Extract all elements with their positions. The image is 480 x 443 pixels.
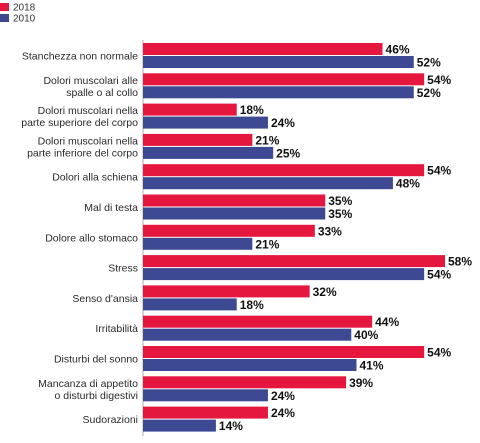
data-label-2010: 54% [427, 268, 451, 282]
bar-2010 [143, 116, 268, 129]
data-label-2018: 54% [427, 73, 451, 87]
data-label-2010: 25% [276, 146, 300, 160]
data-label-2018: 58% [448, 255, 472, 269]
bar-group: 46% 52% Stanchezza non normale [22, 43, 441, 70]
bar-2010 [143, 419, 216, 432]
category-label: Mal di testa [84, 202, 138, 214]
data-label-2018: 54% [427, 346, 451, 360]
bar-2018 [143, 194, 326, 207]
data-label-2018: 33% [318, 224, 342, 238]
category-label-line: parte superiore del corpo [21, 117, 138, 129]
data-label-2018: 21% [255, 133, 279, 147]
bar-groups: 46%52%Stanchezza non normale54%52%Dolori… [21, 43, 472, 434]
bar-2010 [143, 146, 274, 159]
bar-group: 54% 48% Dolori alla schiena [52, 164, 451, 191]
category-label-line: Dolori muscolari nella [38, 105, 139, 117]
bar-2018 [143, 103, 237, 116]
bar-2018 [143, 164, 425, 177]
category-label: Dolore allo stomaco [45, 232, 138, 244]
category-label-line: parte inferiore del corpo [27, 147, 138, 159]
bar-group: 54%52% Dolori muscolari alle spalle o al c… [43, 73, 451, 100]
category-label-line: spalle o al collo [66, 87, 138, 99]
category-label: Senso d'ansia [72, 293, 138, 305]
data-label-2018: 18% [240, 103, 264, 117]
bar-2010 [143, 268, 425, 281]
bar-2018 [143, 133, 253, 146]
data-label-2018: 54% [427, 164, 451, 178]
data-label-2018: 35% [328, 194, 352, 208]
bar-2018 [143, 315, 373, 328]
bar-group: 18% 24% Dolori muscolari nella parte superi… [21, 103, 295, 130]
category-label: Sudorazioni [83, 414, 138, 426]
category-label-line: Dolori muscolari nella [38, 135, 139, 147]
category-label: Dolori muscolari nella parte inferiore de… [27, 135, 138, 159]
category-label-line: o disturbi digestivi [55, 390, 138, 402]
category-label: Dolori muscolari alle spalle o al collo [43, 75, 138, 99]
category-label: Mancanza di appetito o disturbi digestivi [38, 378, 138, 402]
bar-2010 [143, 86, 414, 99]
bar-2018 [143, 406, 268, 419]
bar-group: 44%40% Irritabilità [95, 315, 399, 342]
bar-2018 [143, 346, 425, 358]
bar-2010 [143, 237, 253, 250]
bar-group: 24% 14% Sudorazioni [83, 406, 296, 433]
data-label-2010: 52% [417, 86, 441, 100]
bar-2010 [143, 328, 352, 341]
category-label-line: Dolori muscolari alle [43, 75, 138, 87]
data-label-2010: 24% [271, 389, 295, 403]
data-label-2010: 48% [396, 177, 420, 191]
bar-2010 [143, 207, 326, 220]
data-label-2018: 32% [313, 285, 337, 299]
bar-group: 35%35% Mal di testa [84, 194, 352, 221]
bar-2018 [143, 255, 445, 268]
legend-label-2018: 2018 [13, 3, 36, 14]
bar-2010 [143, 298, 237, 311]
bar-2018 [143, 73, 425, 86]
data-label-2010: 52% [417, 56, 441, 70]
bar-group: 21%25% Dolori muscolari nella parte inferi… [27, 133, 300, 160]
bar-2010 [143, 389, 268, 402]
bar-group: 58%54% Stress [108, 255, 472, 282]
data-label-2018: 39% [349, 376, 373, 390]
data-label-2010: 40% [354, 328, 378, 342]
bar-2018 [143, 224, 315, 237]
data-label-2010: 41% [359, 359, 383, 373]
bar-2018 [143, 43, 383, 55]
category-label: Irritabilità [95, 323, 138, 335]
bar-group: 39% 24% Mancanza di appetito o disturbi dig… [38, 376, 373, 403]
bar-2010 [143, 359, 357, 371]
bar-group: 54% 41% Disturbi del sonno [54, 346, 452, 373]
data-label-2010: 14% [219, 419, 243, 433]
data-label-2018: 46% [386, 43, 410, 57]
data-label-2010: 35% [328, 207, 352, 221]
legend-label-2010: 2010 [13, 14, 36, 25]
category-label: Dolori muscolari nella parte superiore de… [21, 105, 138, 129]
category-label: Stanchezza non normale [22, 51, 138, 63]
data-label-2010: 21% [255, 237, 279, 251]
bar-group: 33% 21% Dolore allo stomaco [45, 224, 342, 251]
bar-2010 [143, 56, 414, 68]
category-label: Stress [108, 263, 138, 275]
legend-swatch-2018 [0, 3, 9, 11]
category-label-line: Mancanza di appetito [38, 378, 138, 390]
bar-2018 [143, 376, 347, 389]
data-label-2018: 24% [271, 406, 295, 420]
category-label: Dolori alla schiena [52, 172, 138, 184]
data-label-2010: 18% [240, 298, 264, 312]
data-label-2010: 24% [271, 116, 295, 130]
legend-swatch-2010 [0, 14, 9, 22]
bar-2010 [143, 177, 393, 190]
bar-2018 [143, 285, 310, 298]
data-label-2018: 44% [375, 315, 399, 329]
bar-group: 32% 18% Senso d'ansia [72, 285, 337, 312]
category-label: Disturbi del sonno [54, 354, 138, 366]
